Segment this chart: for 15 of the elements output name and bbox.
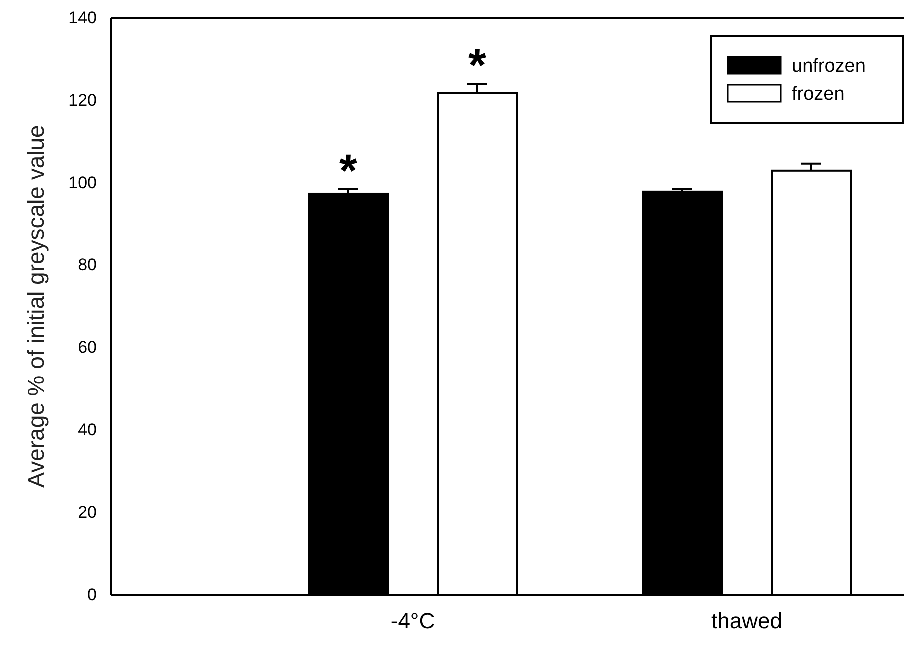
y-tick-label: 0	[88, 585, 97, 604]
y-tick-label: 20	[78, 503, 97, 522]
legend-label: unfrozen	[792, 56, 866, 77]
y-axis-title: Average % of initial greyscale value	[23, 125, 49, 488]
y-tick-label: 120	[68, 90, 97, 110]
y-tick-label: 140	[68, 8, 97, 28]
annotation: *	[468, 39, 487, 92]
annotation: *	[340, 144, 358, 196]
y-tick-label: 60	[78, 338, 97, 358]
y-tick-label: 80	[78, 256, 97, 275]
x-tick-label: thawed	[712, 608, 782, 634]
legend-label: frozen	[792, 84, 845, 105]
y-tick-label: 40	[78, 420, 97, 440]
y-tick-label: 100	[68, 173, 97, 192]
x-tick-label: -4°C	[390, 608, 436, 634]
